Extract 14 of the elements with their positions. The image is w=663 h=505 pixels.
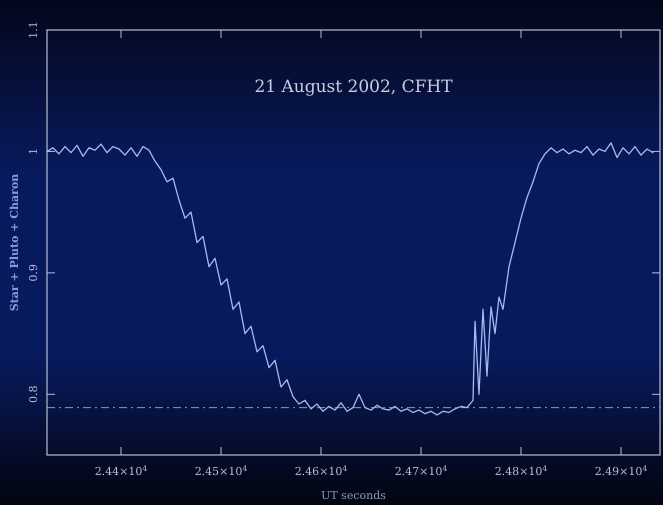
y-tick-label: 0.8 [27, 386, 40, 404]
y-tick-label: 1 [27, 148, 40, 155]
x-tick-label: 2.45×10$^{4}$ [194, 464, 248, 478]
x-tick-label: 2.49×10$^{4}$ [594, 464, 648, 478]
x-tick-label: 2.46×10$^{4}$ [294, 464, 348, 478]
x-tick-label: 2.44×10$^{4}$ [94, 464, 148, 478]
text: 21 August 2002, CFHT [254, 77, 454, 97]
y-tick-label: 0.9 [27, 264, 40, 282]
y-tick-label: 1.1 [27, 21, 40, 39]
y-axis-title: Star + Pluto + Charon [8, 174, 21, 312]
x-tick-label: 2.47×10$^{4}$ [394, 464, 448, 478]
x-axis-title: UT seconds [321, 489, 386, 502]
x-tick-label: 2.48×10$^{4}$ [494, 464, 548, 478]
line-series [46, 142, 654, 416]
